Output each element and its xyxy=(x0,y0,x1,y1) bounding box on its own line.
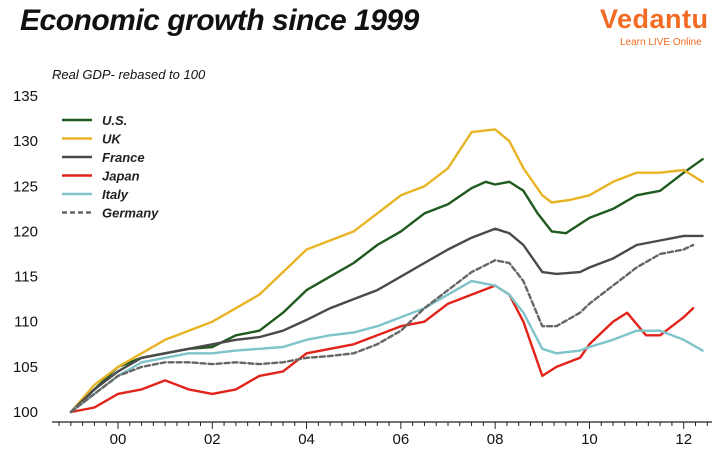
x-tick-label: 06 xyxy=(393,431,410,448)
legend-label: France xyxy=(102,150,145,165)
y-tick-label: 105 xyxy=(13,359,38,376)
legend-label: Germany xyxy=(102,206,159,221)
x-tick-label: 12 xyxy=(675,431,692,448)
x-axis: 00 02 04 06 08 10 12 xyxy=(52,421,712,448)
y-tick-label: 135 xyxy=(13,88,38,105)
series-line-france xyxy=(69,227,704,414)
legend-label: U.S. xyxy=(102,113,127,128)
chart-title: Economic growth since 1999 xyxy=(20,4,419,37)
legend-label: Japan xyxy=(102,169,140,184)
legend: U.S. UK France Japan Italy Germany xyxy=(62,113,159,221)
series-line-japan xyxy=(69,284,695,414)
x-tick-label: 10 xyxy=(581,431,598,448)
series-layer xyxy=(69,128,704,414)
y-tick-label: 115 xyxy=(14,269,38,286)
series-line-germany xyxy=(69,243,695,414)
x-tick-label: 04 xyxy=(298,431,315,448)
y-tick-label: 120 xyxy=(13,223,38,240)
logo-name: Vedantu xyxy=(600,4,709,34)
legend-label: Italy xyxy=(102,187,129,202)
chart-subtitle: Real GDP- rebased to 100 xyxy=(52,67,206,82)
x-tick-label: 00 xyxy=(110,431,127,448)
x-tick-label: 08 xyxy=(487,431,504,448)
series-line-uk xyxy=(69,128,704,414)
x-tick-label: 02 xyxy=(204,431,221,448)
y-tick-label: 100 xyxy=(13,404,38,421)
y-axis: 100 105 110 115 120 125 130 135 xyxy=(13,88,38,421)
vedantu-logo: Vedantu Learn LIVE Online xyxy=(600,4,710,54)
series-line-italy xyxy=(69,279,704,414)
y-tick-label: 125 xyxy=(13,178,38,195)
y-tick-label: 110 xyxy=(14,314,38,331)
y-tick-label: 130 xyxy=(13,133,38,150)
logo-tagline: Learn LIVE Online xyxy=(620,37,702,48)
legend-label: UK xyxy=(102,132,122,147)
